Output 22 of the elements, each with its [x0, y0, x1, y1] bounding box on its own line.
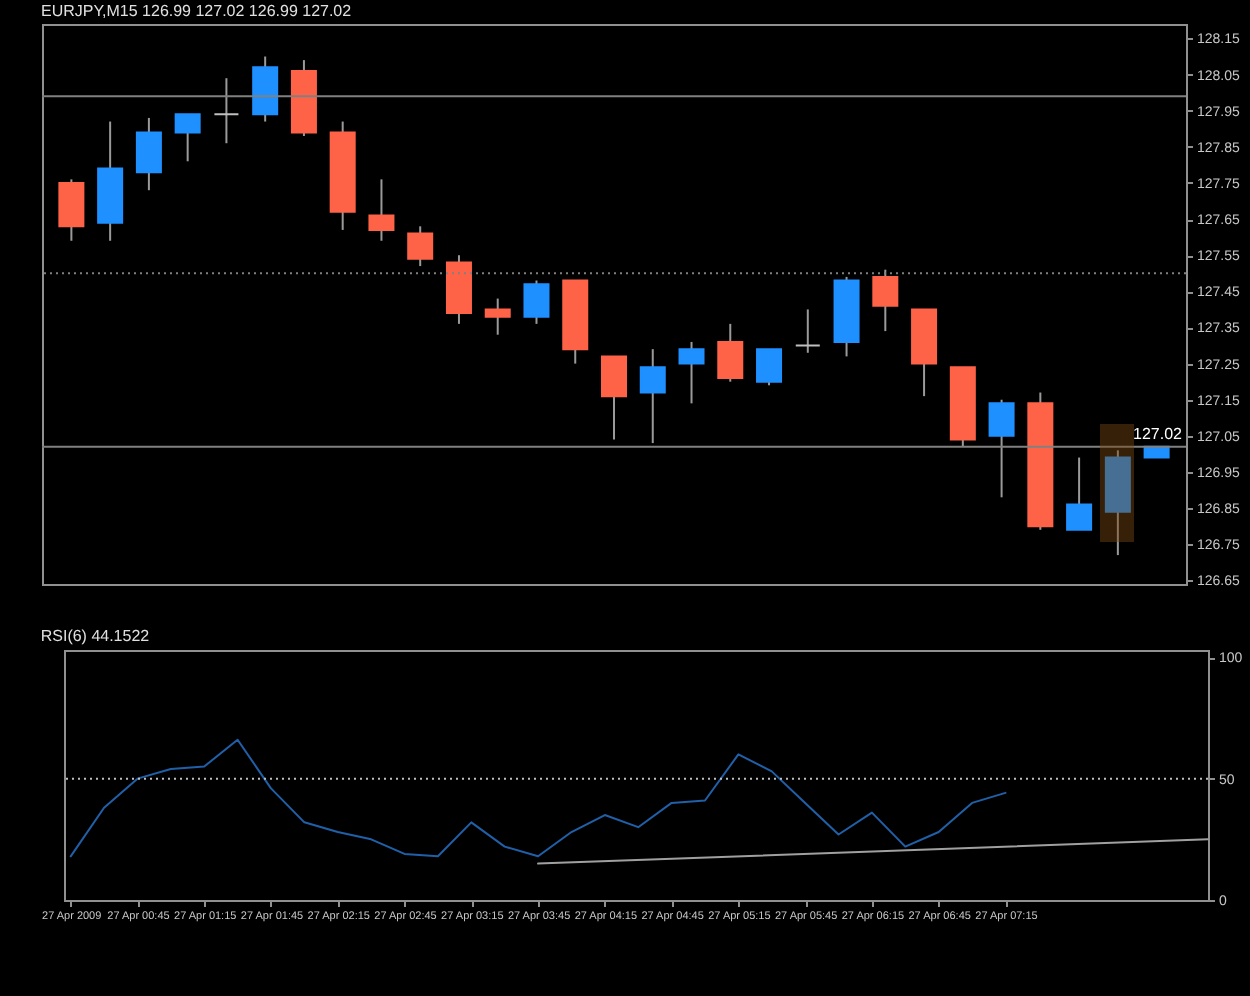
candlestick [678, 340, 705, 405]
candlestick [368, 178, 395, 242]
candlestick [484, 297, 511, 336]
candlestick [639, 348, 666, 445]
candlestick [794, 308, 821, 354]
candlestick [601, 355, 627, 441]
candlestick [58, 178, 85, 242]
chart-title: RSI(6) 44.1522 [40, 627, 151, 646]
candlestick [717, 322, 744, 383]
candlestick [523, 279, 550, 325]
candlestick [213, 77, 240, 145]
candlestick [407, 225, 434, 268]
ref-line-label: 127.02 [1133, 424, 1184, 443]
candlestick [988, 398, 1015, 499]
line-series [69, 738, 1007, 858]
candlestick [756, 348, 783, 387]
candlestick [174, 113, 201, 163]
candlestick [872, 268, 899, 333]
candlestick [1066, 456, 1093, 531]
chart-title: EURJPY,M15 126.99 127.02 126.99 127.02 [41, 2, 353, 20]
candlestick [252, 55, 279, 123]
candlestick [135, 116, 162, 192]
